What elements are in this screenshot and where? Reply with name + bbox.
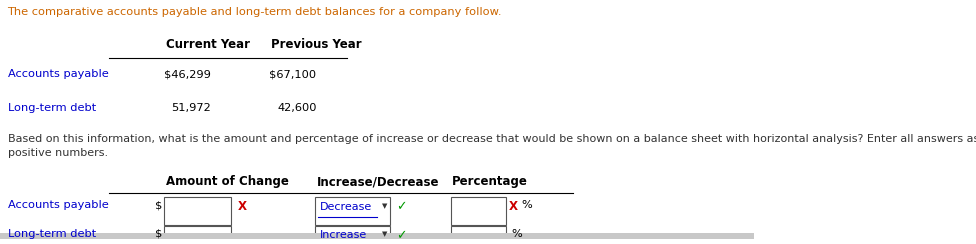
- Text: Increase/Decrease: Increase/Decrease: [316, 175, 439, 188]
- Text: %: %: [510, 229, 522, 239]
- Text: %: %: [521, 200, 532, 210]
- Text: Percentage: Percentage: [452, 175, 528, 188]
- Text: Accounts payable: Accounts payable: [8, 200, 108, 210]
- Text: Long-term debt: Long-term debt: [8, 102, 96, 112]
- Text: ▼: ▼: [382, 203, 387, 209]
- FancyBboxPatch shape: [164, 197, 231, 225]
- Text: Based on this information, what is the amount and percentage of increase or decr: Based on this information, what is the a…: [8, 133, 976, 158]
- Text: ▼: ▼: [382, 231, 387, 237]
- Text: ✓: ✓: [395, 200, 406, 213]
- FancyBboxPatch shape: [315, 197, 389, 225]
- Text: Current Year: Current Year: [166, 38, 250, 51]
- Text: $: $: [154, 229, 162, 239]
- FancyBboxPatch shape: [315, 226, 389, 244]
- Text: $67,100: $67,100: [269, 69, 316, 79]
- FancyBboxPatch shape: [164, 226, 231, 244]
- Text: Decrease: Decrease: [320, 202, 373, 212]
- FancyBboxPatch shape: [451, 226, 507, 244]
- Text: 51,972: 51,972: [171, 102, 211, 112]
- Text: Long-term debt: Long-term debt: [8, 229, 96, 239]
- Text: ✓: ✓: [395, 229, 406, 242]
- Text: Accounts payable: Accounts payable: [8, 69, 108, 79]
- Text: X: X: [237, 200, 246, 213]
- Text: $: $: [154, 200, 162, 210]
- FancyBboxPatch shape: [0, 233, 753, 239]
- Text: The comparative accounts payable and long-term debt balances for a company follo: The comparative accounts payable and lon…: [8, 7, 502, 17]
- Text: $46,299: $46,299: [164, 69, 211, 79]
- Text: Previous Year: Previous Year: [271, 38, 362, 51]
- Text: X: X: [508, 200, 517, 213]
- Text: 42,600: 42,600: [277, 102, 316, 112]
- FancyBboxPatch shape: [451, 197, 507, 225]
- Text: Increase: Increase: [320, 230, 368, 240]
- Text: Amount of Change: Amount of Change: [166, 175, 289, 188]
